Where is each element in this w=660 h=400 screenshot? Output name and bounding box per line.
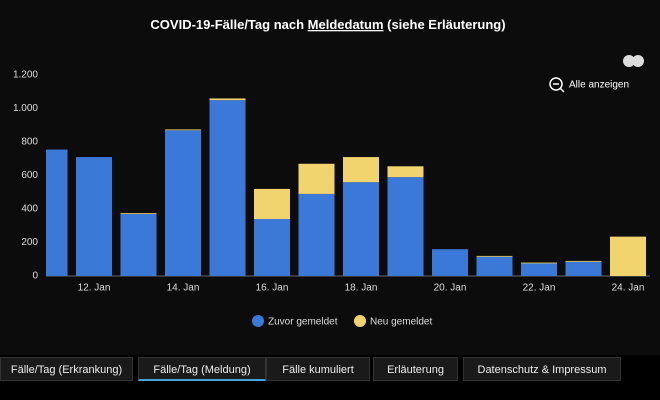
x-tick-label: 12. Jan: [78, 283, 111, 294]
bar-segment: [46, 149, 68, 276]
bar-segment: [476, 256, 513, 276]
bar-segment: [298, 163, 335, 194]
y-tick-label: 1.000: [13, 103, 38, 114]
chart: COVID-19-Fälle/Tag nach Meldedatum (sieh…: [0, 0, 660, 355]
x-tick-label: 14. Jan: [167, 283, 200, 294]
bar-segment: [521, 262, 557, 264]
tab[interactable]: Fälle kumuliert: [266, 357, 370, 381]
legend-label: Zuvor gemeldet: [268, 317, 338, 328]
zoom-icon: [549, 77, 563, 91]
bar-segment: [387, 177, 424, 276]
tab[interactable]: Fälle/Tag (Erkrankung): [0, 357, 133, 381]
bar-segment: [76, 157, 112, 276]
bar-segment: [565, 260, 602, 262]
bar-segment: [120, 213, 157, 215]
y-tick-label: 800: [21, 137, 38, 148]
bar-segment: [565, 261, 602, 276]
x-tick-label: 22. Jan: [523, 283, 556, 294]
menu-icon[interactable]: [623, 55, 635, 67]
y-tick-label: 200: [21, 237, 38, 248]
title-link[interactable]: Meldedatum: [308, 17, 384, 32]
zoom-icon: [559, 87, 565, 93]
zoom-label[interactable]: Alle anzeigen: [569, 80, 629, 91]
bar-segment: [387, 166, 424, 178]
bar-segment: [343, 157, 379, 183]
x-tick-label: 18. Jan: [345, 283, 378, 294]
tab[interactable]: Fälle/Tag (Meldung): [138, 357, 266, 381]
x-tick-label: 24. Jan: [612, 283, 645, 294]
bar-segment: [610, 236, 646, 276]
chart-title: COVID-19-Fälle/Tag nach Meldedatum (sieh…: [150, 17, 505, 32]
title-text: (siehe Erläuterung): [384, 17, 506, 32]
y-tick-label: 400: [21, 204, 38, 215]
bar-segment: [209, 98, 246, 101]
tab-bar: Fälle/Tag (Erkrankung) Fälle/Tag (Meldung…: [0, 357, 660, 385]
bar-segment: [254, 219, 290, 276]
bar-segment: [343, 182, 379, 276]
y-tick-label: 0: [32, 271, 38, 282]
y-tick-label: 1.200: [13, 70, 38, 81]
legend-label: Neu gemeldet: [370, 317, 432, 328]
x-tick-label: 16. Jan: [256, 283, 289, 294]
legend-swatch: [354, 315, 366, 327]
bar-segment: [521, 263, 557, 276]
bar-segment: [254, 188, 290, 220]
tab[interactable]: Erläuterung: [373, 357, 458, 381]
bar-segment: [298, 193, 335, 276]
title-text: COVID-19-Fälle/Tag nach: [150, 17, 307, 32]
bar-segment: [476, 255, 513, 257]
bar-segment: [120, 214, 157, 276]
tab[interactable]: Datenschutz & Impressum: [463, 357, 621, 381]
menu-icon[interactable]: [632, 55, 644, 67]
bar-segment: [432, 249, 468, 276]
x-tick-label: 20. Jan: [434, 283, 467, 294]
bar-segment: [165, 130, 201, 276]
bar-segment: [209, 100, 246, 276]
bar-segment: [165, 129, 201, 131]
y-tick-label: 600: [21, 170, 38, 181]
zoom-button[interactable]: Alle anzeigen: [549, 77, 629, 93]
legend-swatch: [252, 315, 264, 327]
